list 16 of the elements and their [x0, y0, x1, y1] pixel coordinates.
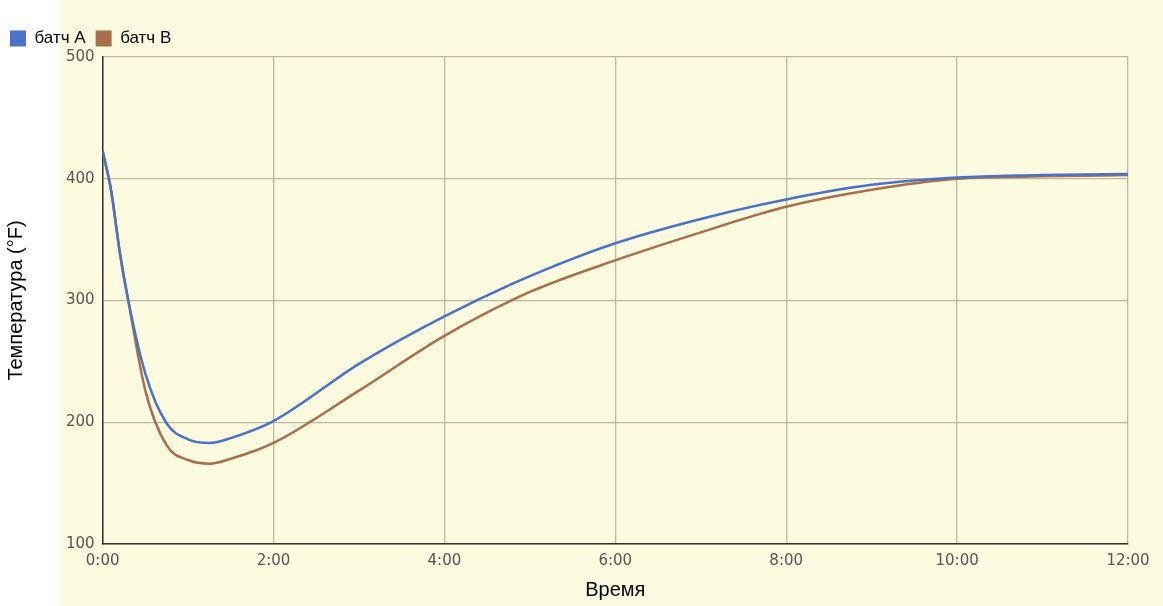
y-tick-label: 100: [65, 533, 95, 552]
x-tick-label: 12:00: [1106, 550, 1150, 569]
y-axis-title: Температура (°F): [3, 220, 26, 381]
x-tick-label: 2:00: [256, 550, 291, 569]
x-tick-label: 0:00: [85, 550, 120, 569]
x-tick-label: 10:00: [935, 550, 979, 569]
y-tick-label: 200: [65, 412, 95, 431]
x-axis-title: Время: [585, 577, 646, 600]
legend-label: батч A: [34, 28, 87, 48]
y-tick-label: 500: [65, 46, 95, 65]
y-tick-label: 300: [65, 290, 95, 309]
x-tick-label: 4:00: [427, 550, 462, 569]
x-tick-label: 6:00: [598, 550, 633, 569]
legend-label: батч B: [120, 28, 172, 48]
y-tick-label: 400: [65, 168, 95, 187]
x-tick-label: 8:00: [769, 550, 804, 569]
